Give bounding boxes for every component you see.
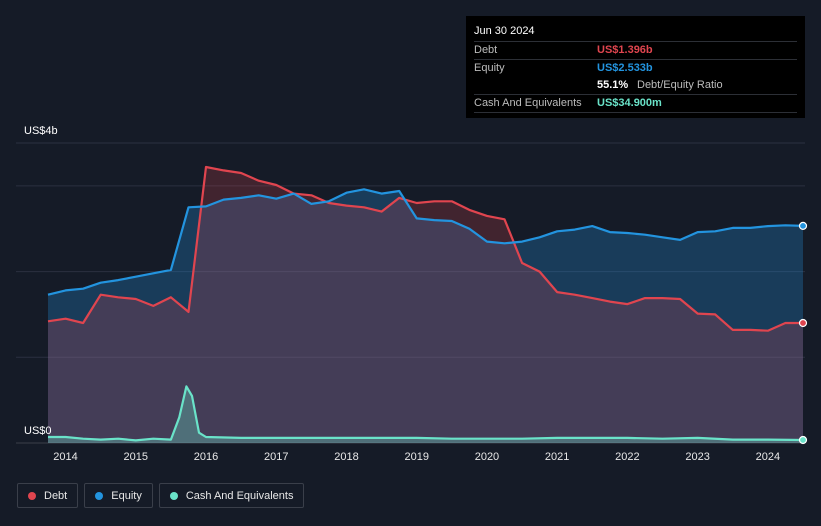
tooltip-row-debt: Debt US$1.396b: [474, 41, 797, 59]
tooltip-equity-value: US$2.533b: [597, 62, 653, 74]
equity-end-point: [798, 221, 808, 230]
x-tick-label: 2016: [193, 451, 219, 463]
tooltip-ratio-label: Debt/Equity Ratio: [637, 79, 723, 91]
debt-line: [47, 165, 803, 332]
x-tick-label: 2021: [544, 451, 570, 463]
tooltip-panel: Jun 30 2024 Debt US$1.396b Equity US$2.5…: [466, 16, 805, 118]
debt-area: [48, 167, 803, 443]
x-tick-label: 2014: [53, 451, 78, 463]
equity-dot-icon: [95, 491, 104, 500]
legend-label-cash: Cash And Equivalents: [185, 489, 294, 502]
equity-line: [47, 188, 804, 296]
tooltip-row-ratio: 55.1% Debt/Equity Ratio: [474, 77, 797, 94]
tooltip-ratio-value: 55.1%: [597, 79, 629, 91]
chart-legend: Debt Equity Cash And Equivalents: [17, 483, 305, 510]
legend-item-cash[interactable]: Cash And Equivalents: [158, 483, 305, 508]
x-tick-label: 2017: [264, 451, 289, 463]
tooltip-equity-label: Equity: [474, 62, 505, 74]
tooltip-debt-label: Debt: [474, 44, 498, 56]
debt-dot-icon: [28, 491, 36, 500]
x-tick-label: 2023: [685, 451, 710, 463]
debt-end-point: [798, 318, 808, 328]
tooltip-debt-value: US$1.396b: [597, 44, 653, 56]
y-axis-top-label: US$4b: [24, 125, 58, 137]
tooltip-date: Jun 30 2024: [474, 25, 535, 37]
tooltip-bottom-rule: [474, 112, 797, 114]
legend-item-debt[interactable]: Debt: [17, 483, 79, 508]
cash-dot-icon: [169, 491, 178, 500]
legend-label-debt: Debt: [44, 489, 68, 502]
cash-end-point: [798, 435, 808, 445]
x-tick-label: 2019: [404, 451, 429, 463]
equity-area: [48, 189, 803, 443]
x-tick-label: 2020: [474, 451, 500, 463]
x-tick-label: 2022: [615, 451, 640, 463]
legend-label-equity: Equity: [111, 489, 142, 502]
cash-line: [48, 385, 804, 442]
tooltip-cash-label: Cash And Equivalents: [474, 97, 582, 109]
x-tick-label: 2024: [755, 451, 781, 463]
x-tick-label: 2015: [123, 451, 149, 463]
y-axis-bottom-label: US$0: [24, 425, 52, 437]
tooltip-row-cash: Cash And Equivalents US$34.900m: [474, 94, 797, 112]
tooltip-cash-value: US$34.900m: [597, 97, 662, 109]
legend-item-equity[interactable]: Equity: [84, 483, 153, 508]
tooltip-row-equity: Equity US$2.533b: [474, 59, 797, 77]
x-tick-label: 2018: [334, 451, 359, 463]
